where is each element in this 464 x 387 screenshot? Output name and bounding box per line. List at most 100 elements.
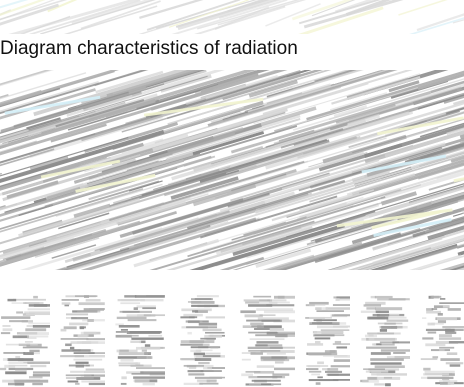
- block-bar: [33, 295, 38, 299]
- block-bar: [365, 301, 386, 305]
- stripe: [185, 75, 279, 106]
- stripe: [0, 203, 54, 222]
- block-bar: [366, 346, 397, 349]
- block-bar: [27, 337, 37, 339]
- stripe: [18, 197, 141, 238]
- block-bar: [18, 358, 24, 362]
- block-bar: [273, 319, 295, 323]
- block-bar: [26, 325, 35, 328]
- block-bar: [375, 310, 389, 314]
- block-bar: [2, 328, 13, 332]
- block-bar: [80, 310, 101, 313]
- block-bar: [28, 304, 50, 307]
- stripe: [2, 158, 137, 202]
- block-bar: [424, 370, 455, 373]
- stripe: [108, 139, 330, 209]
- block-bar: [361, 337, 375, 341]
- block-bar: [9, 320, 28, 323]
- stripe: [309, 146, 443, 189]
- block-bar: [426, 308, 434, 311]
- stripe: [80, 0, 161, 30]
- block-bar: [385, 383, 391, 387]
- stripe: [281, 159, 380, 191]
- stripe: [242, 192, 413, 246]
- block-bar: [85, 364, 95, 367]
- stripe: [263, 83, 332, 107]
- block-bar: [309, 304, 326, 306]
- block-bar: [371, 370, 381, 374]
- stripe: [198, 128, 331, 171]
- block-bar: [198, 322, 218, 326]
- stripe: [19, 227, 163, 270]
- stripe: [445, 107, 464, 115]
- block-bar: [194, 298, 212, 300]
- block-bar: [240, 310, 256, 314]
- block-bar: [115, 323, 124, 326]
- block-bar: [442, 326, 464, 329]
- block-bar: [81, 380, 105, 383]
- block-bar: [274, 367, 295, 371]
- stripe: [108, 160, 305, 222]
- block-bar: [250, 352, 263, 355]
- stripe: [0, 63, 3, 86]
- stripe: [79, 152, 194, 190]
- block-bar: [364, 334, 377, 338]
- block-bar: [136, 305, 156, 309]
- block-bar: [368, 316, 389, 320]
- block-bar: [1, 316, 31, 319]
- block-bar: [257, 325, 282, 328]
- stripe: [334, 0, 374, 13]
- block-bar: [60, 355, 84, 358]
- block-bar: [131, 373, 165, 375]
- block-bar: [320, 329, 350, 331]
- block-bar: [29, 376, 43, 379]
- stripe: [33, 70, 188, 117]
- block-bar: [315, 382, 321, 385]
- block-bar: [139, 340, 146, 344]
- stripe: [62, 225, 207, 270]
- stripe: [409, 254, 462, 270]
- stripe: [66, 247, 130, 269]
- block-bar: [363, 368, 385, 370]
- stripe: [0, 148, 55, 167]
- block-bar: [187, 370, 204, 373]
- stripe: [0, 70, 147, 115]
- block-bar: [243, 299, 273, 302]
- stripe: [413, 183, 464, 202]
- block-bar: [311, 373, 321, 376]
- block-bar: [84, 374, 105, 377]
- block-bar: [334, 340, 342, 344]
- block-bar: [88, 352, 105, 354]
- stripe: [404, 143, 464, 164]
- block-bar: [60, 328, 67, 332]
- stripe: [200, 195, 338, 239]
- block-bar: [313, 334, 335, 337]
- block-bar: [116, 316, 147, 320]
- block-bar: [437, 313, 443, 316]
- block-bar: [180, 340, 205, 344]
- stripe: [150, 70, 312, 119]
- block-bar: [205, 331, 225, 334]
- stripe: [354, 247, 432, 270]
- block-bar: [25, 328, 47, 332]
- stripe: [0, 129, 165, 183]
- block-bar: [307, 365, 321, 368]
- block-bar: [16, 311, 24, 314]
- block-bar: [370, 362, 402, 365]
- block-bar: [76, 341, 99, 344]
- block-bar: [440, 382, 451, 385]
- stripe: [278, 129, 315, 143]
- block-bar: [269, 328, 284, 331]
- block-bar: [61, 349, 91, 352]
- stripe: [253, 73, 421, 125]
- stripe: [227, 192, 270, 208]
- stripe: [306, 70, 464, 122]
- stripe: [419, 122, 464, 138]
- block-bar: [7, 382, 25, 386]
- block-bar: [27, 308, 50, 311]
- block-bar: [131, 337, 164, 340]
- block-bar: [190, 349, 202, 353]
- stripe: [292, 70, 363, 91]
- stripe: [133, 238, 220, 268]
- stripe: [273, 86, 462, 147]
